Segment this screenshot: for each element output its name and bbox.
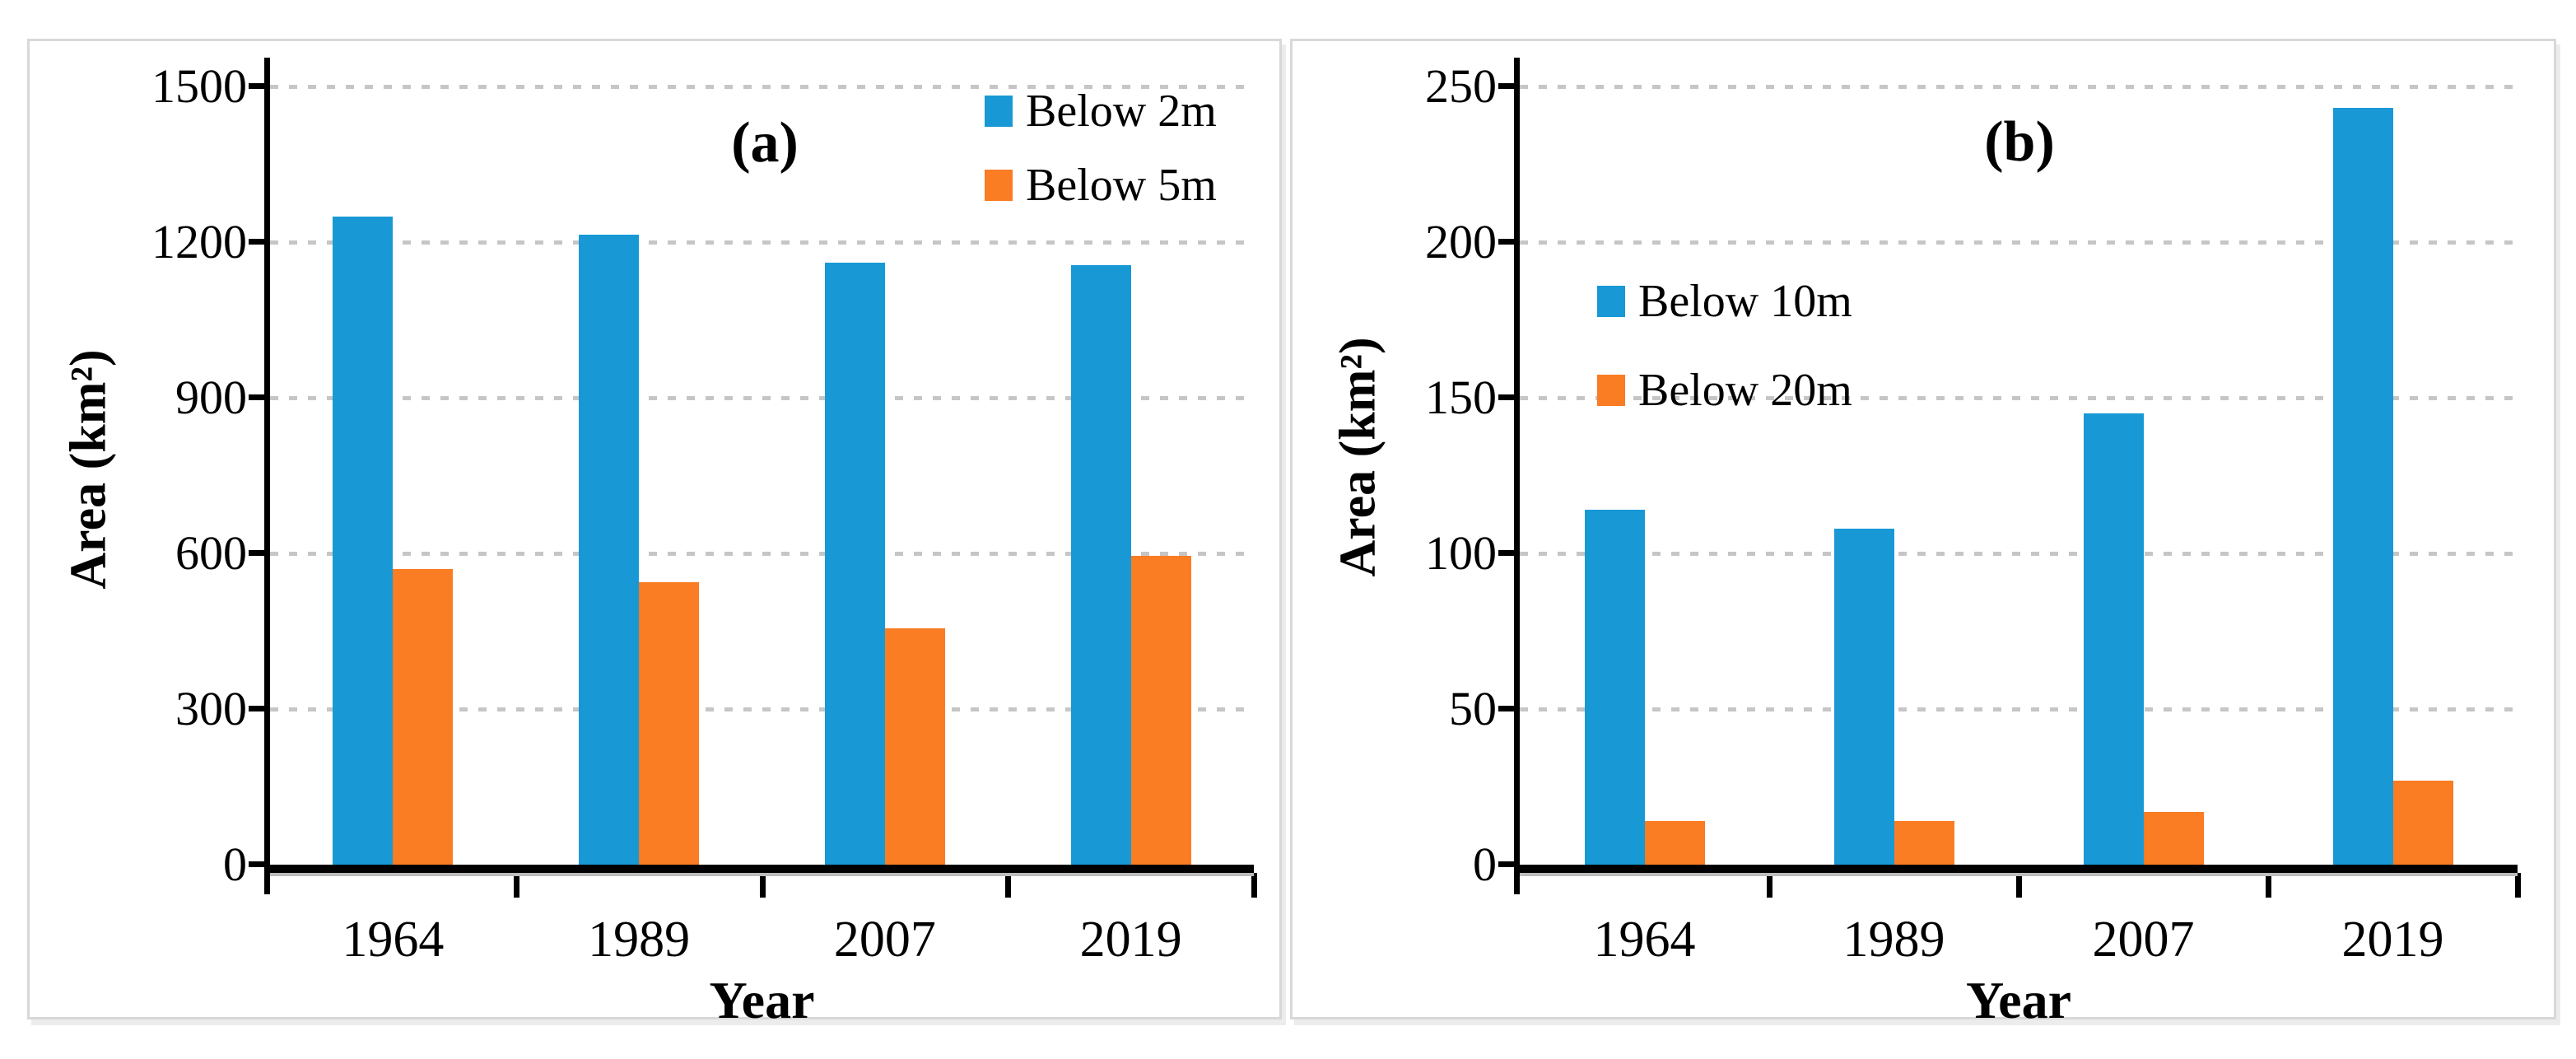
y-axis-tick-label: 600 xyxy=(175,526,247,580)
gridline-1500 xyxy=(270,85,1254,89)
legend-label: Below 10m xyxy=(1638,276,1852,327)
y-axis-tick-mark xyxy=(249,861,270,867)
y-axis-tick-label: 50 xyxy=(1449,682,1497,735)
x-axis-tick-label-1989: 1989 xyxy=(1842,912,1945,968)
gridline-300 xyxy=(270,707,1254,711)
legend-swatch-below-2m xyxy=(985,96,1013,127)
legend-row-b-1: Below 20m xyxy=(1597,364,1852,417)
legend-swatch-below-10m xyxy=(1597,286,1625,317)
legend-label: Below 20m xyxy=(1638,365,1852,416)
gridline-100 xyxy=(1520,552,2518,556)
chart-panel-b: 0 50 100 150 200 250 1964 1989 2007 2019 (b) Area (… xyxy=(1290,39,2556,1029)
y-axis-line xyxy=(264,58,270,894)
x-axis-title: Year xyxy=(1966,971,2071,1029)
bar-below-5m-1964 xyxy=(393,568,454,871)
chart-panel-a: 0 300 600 900 1200 1500 1964 1989 2007 2019 (a) Are… xyxy=(27,39,1282,1029)
bar-below-2m-1989 xyxy=(579,234,640,871)
y-axis-tick-mark xyxy=(1498,861,1520,867)
y-axis-tick-mark xyxy=(1498,394,1520,400)
y-axis-line xyxy=(1514,58,1520,894)
bar-below-2m-2007 xyxy=(824,263,885,871)
panel-label-b: (b) xyxy=(1984,110,2055,174)
x-axis-tick-mark xyxy=(1767,873,1772,898)
y-axis-tick-mark xyxy=(1498,83,1520,89)
x-axis-tick-label-2007: 2007 xyxy=(2092,912,2195,968)
y-axis-title: Area (km²) xyxy=(60,349,117,590)
legend-swatch-below-5m xyxy=(985,170,1013,201)
bar-below-5m-1989 xyxy=(639,581,700,871)
y-axis-tick-label: 0 xyxy=(1473,837,1497,891)
panel-label-a: (a) xyxy=(731,111,799,175)
bar-below-2m-2019 xyxy=(1070,265,1131,871)
x-axis-tick-label-2019: 2019 xyxy=(2341,912,2444,968)
y-axis-tick-mark xyxy=(249,83,270,89)
y-axis-title: Area (km²) xyxy=(1330,337,1386,577)
x-axis-title: Year xyxy=(709,971,815,1029)
y-axis-tick-mark xyxy=(1498,550,1520,556)
y-axis-tick-label: 300 xyxy=(175,682,247,735)
legend-row-a-1: Below 5m xyxy=(985,159,1217,212)
gridline-50 xyxy=(1520,707,2518,711)
bar-below-10m-2019 xyxy=(2332,108,2393,871)
x-axis-tick-label-2019: 2019 xyxy=(1079,912,1182,968)
bar-below-20m-2019 xyxy=(2392,780,2453,871)
y-axis-tick-mark xyxy=(249,706,270,711)
legend-swatch-below-20m xyxy=(1597,375,1625,406)
y-axis-tick-mark xyxy=(249,394,270,400)
y-axis-tick-label: 1200 xyxy=(151,215,247,268)
x-axis-tick-label-1964: 1964 xyxy=(1593,912,1696,968)
y-axis-tick-label: 100 xyxy=(1425,526,1497,580)
bar-below-10m-1989 xyxy=(1833,528,1894,871)
bar-below-5m-2007 xyxy=(884,628,945,871)
x-axis-shadow-line xyxy=(264,873,1254,876)
y-axis-tick-label: 200 xyxy=(1425,215,1497,268)
x-axis-line xyxy=(264,865,1254,873)
y-axis-tick-mark xyxy=(1498,706,1520,711)
y-axis-tick-label: 1500 xyxy=(151,59,247,113)
x-axis-tick-mark xyxy=(1251,873,1257,898)
bar-below-2m-1964 xyxy=(333,216,394,871)
gridline-250 xyxy=(1520,85,2518,89)
y-axis-tick-mark xyxy=(249,239,270,245)
bar-below-20m-2007 xyxy=(2143,811,2204,871)
y-axis-tick-label: 150 xyxy=(1425,371,1497,424)
y-axis-tick-label: 0 xyxy=(223,837,247,891)
x-axis-tick-mark xyxy=(2266,873,2271,898)
gridline-600 xyxy=(270,552,1254,556)
bar-below-10m-2007 xyxy=(2083,413,2144,871)
x-axis-tick-label-1964: 1964 xyxy=(342,912,445,968)
x-axis-tick-mark xyxy=(1005,873,1012,898)
y-axis-tick-label: 250 xyxy=(1425,59,1497,113)
y-axis-tick-mark xyxy=(249,550,270,556)
y-axis-tick-mark xyxy=(1498,239,1520,245)
x-axis-shadow-line xyxy=(1514,873,2518,876)
x-axis-tick-mark xyxy=(513,873,519,898)
gridline-900 xyxy=(270,396,1254,400)
gridline-1200 xyxy=(270,240,1254,245)
gridline-200 xyxy=(1520,240,2518,245)
gridline-150 xyxy=(1520,396,2518,400)
x-axis-tick-mark xyxy=(759,873,766,898)
bar-below-20m-1989 xyxy=(1894,821,1954,871)
x-axis-tick-mark xyxy=(2016,873,2022,898)
legend-row-a-0: Below 2m xyxy=(985,85,1217,138)
x-axis-tick-mark xyxy=(2515,873,2521,898)
x-axis-tick-label-1989: 1989 xyxy=(588,912,691,968)
y-axis-tick-label: 900 xyxy=(175,371,247,424)
x-axis-line xyxy=(1514,865,2518,873)
bar-below-20m-1964 xyxy=(1644,821,1705,871)
legend-row-b-0: Below 10m xyxy=(1597,275,1852,328)
bar-below-10m-1964 xyxy=(1584,510,1645,871)
legend-label: Below 5m xyxy=(1026,160,1217,211)
bar-below-5m-2019 xyxy=(1130,556,1191,871)
legend-label: Below 2m xyxy=(1026,86,1217,137)
x-axis-tick-label-2007: 2007 xyxy=(833,912,936,968)
